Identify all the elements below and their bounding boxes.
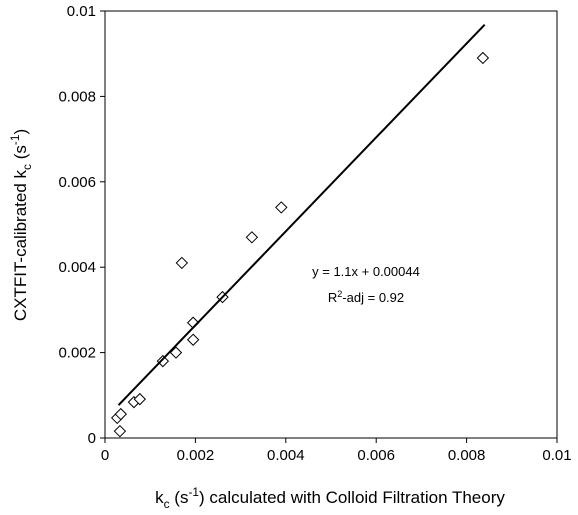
text-segment: c — [164, 497, 170, 511]
text-segment: ) — [11, 129, 30, 135]
plot-frame — [104, 10, 558, 439]
y-tick-label: 0.008 — [58, 88, 96, 105]
y-axis-label: CXTFIT-calibrated kc (s-1) — [8, 129, 34, 321]
data-point — [476, 51, 490, 65]
y-tick-label: 0.006 — [58, 174, 96, 191]
x-axis-label: kc (s-1) calculated with Colloid Filtrat… — [155, 485, 505, 511]
text-segment: k — [155, 488, 164, 507]
text-segment: CXTFIT-calibrated k — [11, 169, 30, 321]
data-point — [133, 392, 147, 406]
text-segment: (s — [11, 145, 30, 164]
data-point — [275, 201, 288, 214]
x-tick-label: 0.008 — [448, 447, 486, 464]
x-tick-label: 0.002 — [177, 447, 215, 464]
data-point — [169, 346, 183, 359]
text-segment: c — [20, 164, 34, 170]
y-tick-label: 0.002 — [58, 345, 96, 362]
data-point — [113, 424, 127, 438]
data-point — [245, 231, 259, 244]
data-point — [156, 354, 170, 368]
text-segment: y = 1.1x + 0.00044 — [312, 264, 420, 279]
text-segment: ) calculated with Colloid Filtration The… — [199, 488, 505, 507]
text-segment: 2 — [337, 289, 342, 299]
text-segment: (s — [170, 488, 189, 507]
text-segment: R — [328, 290, 337, 305]
annotation: R2-adj = 0.92 — [328, 289, 404, 305]
y-tick-label: 0.004 — [58, 259, 96, 276]
data-point — [175, 256, 189, 270]
x-tick-label: 0.01 — [542, 447, 571, 464]
x-tick-label: 0.006 — [357, 447, 395, 464]
y-tick-label: 0 — [88, 430, 96, 447]
data-point — [114, 407, 128, 421]
text-segment: -adj = 0.92 — [342, 290, 404, 305]
x-tick-label: 0.004 — [267, 447, 305, 464]
y-tick-label: 0.01 — [67, 3, 96, 20]
x-tick-label: 0 — [101, 447, 109, 464]
text-segment: -1 — [8, 134, 22, 145]
annotation: y = 1.1x + 0.00044 — [312, 264, 420, 279]
data-point — [186, 333, 200, 346]
fit-line — [117, 23, 486, 406]
text-segment: -1 — [188, 485, 199, 499]
